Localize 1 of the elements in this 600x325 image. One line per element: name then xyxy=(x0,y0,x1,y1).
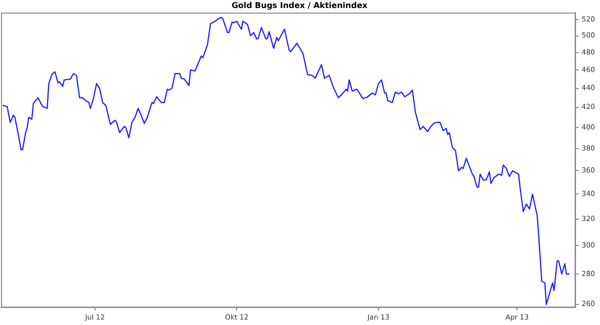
chart-title: Gold Bugs Index / Aktienindex xyxy=(232,0,368,10)
